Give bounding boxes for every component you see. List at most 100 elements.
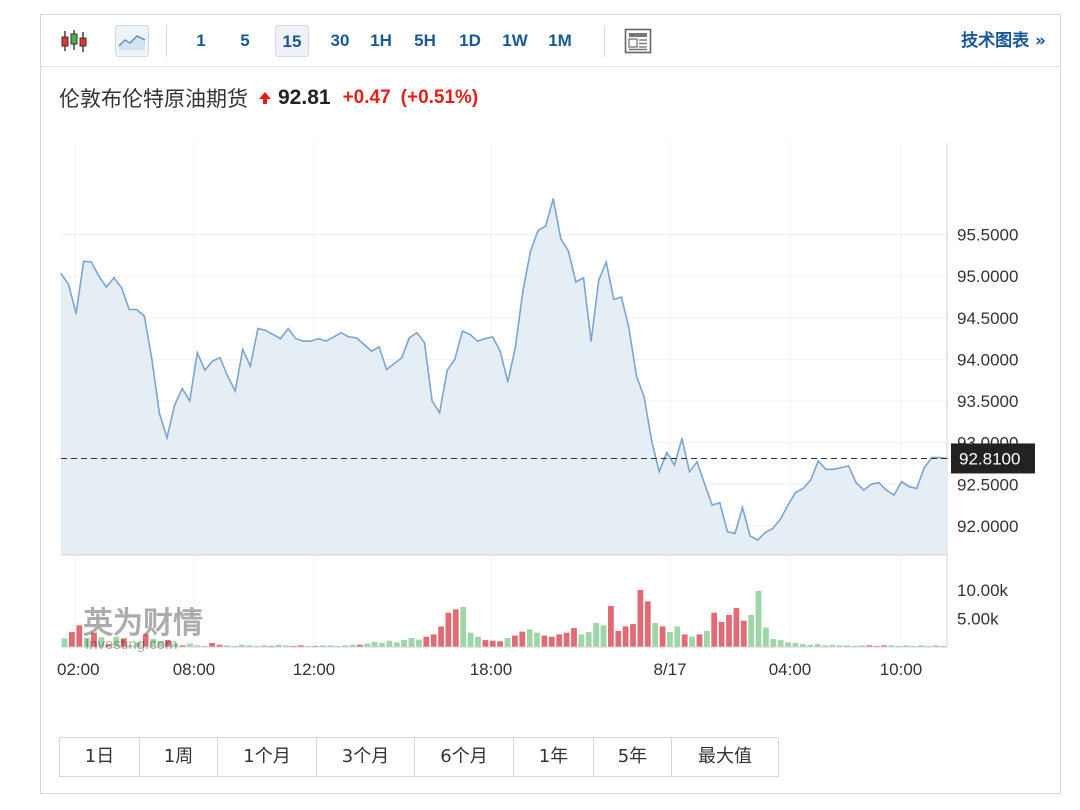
price-point xyxy=(226,375,229,377)
range-button-1[interactable]: 1周 xyxy=(140,738,218,776)
price-chart[interactable]: 95.500095.000094.500094.000093.500093.00… xyxy=(41,15,1060,715)
volume-bar xyxy=(253,645,260,647)
volume-bar xyxy=(600,625,607,647)
price-point xyxy=(673,464,676,466)
volume-bar xyxy=(519,631,526,647)
interval-5h-button[interactable]: 5H xyxy=(414,31,436,50)
volume-tick-label: 5.00k xyxy=(957,609,999,628)
volume-bar xyxy=(489,640,496,647)
volume-bar xyxy=(696,634,703,647)
volume-bar xyxy=(157,641,164,647)
price-point xyxy=(787,504,789,506)
volume-bar xyxy=(393,642,400,647)
price-point xyxy=(355,337,358,339)
price-point xyxy=(794,491,797,494)
range-button-7[interactable]: 最大值 xyxy=(698,746,752,767)
volume-bar xyxy=(386,640,393,647)
volume-bar xyxy=(763,627,769,647)
price-point xyxy=(597,279,600,282)
volume-bar xyxy=(534,632,540,647)
price-point xyxy=(711,504,713,506)
price-point xyxy=(575,281,577,283)
volume-bar xyxy=(548,636,555,647)
last-price-tag xyxy=(951,443,1035,474)
volume-bar xyxy=(785,642,791,647)
price-point xyxy=(264,329,267,332)
volume-bar xyxy=(327,645,334,647)
technical-chart-link[interactable]: 技术图表 » xyxy=(961,31,1046,51)
interval-1w-button[interactable]: 1W xyxy=(502,31,528,50)
price-point xyxy=(325,340,327,342)
volume-bar xyxy=(83,637,90,647)
volume-bar xyxy=(829,644,836,647)
volume-bar xyxy=(349,644,356,647)
price-point xyxy=(537,229,539,232)
instrument-name: 伦敦布伦特原油期货 xyxy=(59,87,248,111)
volume-bar xyxy=(622,626,629,647)
x-axis-tick-label: 12:00 xyxy=(293,660,336,679)
interval-1d-button[interactable]: 1D xyxy=(459,31,481,50)
price-point xyxy=(666,451,668,454)
interval-30-button[interactable]: 30 xyxy=(330,31,350,50)
volume-bar xyxy=(430,634,437,647)
price-point xyxy=(82,260,85,262)
interval-15-button[interactable]: 15 xyxy=(275,25,309,57)
volume-bar xyxy=(822,645,828,647)
volume-bar xyxy=(859,645,865,647)
volume-bar xyxy=(733,608,740,647)
price-point xyxy=(847,465,850,467)
volume-bar xyxy=(504,637,511,647)
price-point xyxy=(385,368,388,371)
range-button-3[interactable]: 3个月 xyxy=(317,738,415,776)
y-axis-tick-label: 92.0000 xyxy=(957,517,1018,536)
price-point xyxy=(158,412,161,415)
price-point xyxy=(522,290,524,293)
volume-bar xyxy=(246,645,252,647)
volume-bar xyxy=(888,645,895,647)
range-button-5[interactable]: 1年 xyxy=(514,738,594,776)
chart-toolbar: 1 5 15 30 1H 5H 1D 1W 1M 技术图表 » xyxy=(41,15,1060,67)
news-toggle-button[interactable] xyxy=(621,25,655,57)
volume-bar xyxy=(179,645,186,647)
volume-bar xyxy=(165,640,171,647)
price-point xyxy=(560,237,562,240)
price-change-percent: (+0.51%) xyxy=(400,87,479,108)
price-point xyxy=(332,336,335,338)
range-button-6[interactable]: 5年 xyxy=(594,738,672,776)
candlestick-chart-button[interactable] xyxy=(57,25,91,57)
volume-bar xyxy=(873,645,880,647)
volume-bar xyxy=(408,637,415,647)
y-axis-tick-label: 94.0000 xyxy=(957,350,1018,369)
chart-widget: 1 5 15 30 1H 5H 1D 1W 1M 技术图表 » 伦敦布伦特原油期货 92.81 … xyxy=(40,14,1061,794)
y-axis-tick-label: 92.5000 xyxy=(957,475,1018,494)
price-point xyxy=(408,337,411,339)
y-axis-tick-label: 93.5000 xyxy=(957,392,1018,411)
interval-1m-button[interactable]: 1M xyxy=(548,31,572,50)
price-point xyxy=(878,481,880,484)
volume-bar xyxy=(807,644,814,647)
volume-bar xyxy=(61,638,68,647)
interval-5-button[interactable]: 5 xyxy=(240,31,250,50)
price-point xyxy=(900,481,903,483)
x-axis-tick-label: 10:00 xyxy=(880,660,923,679)
volume-bar xyxy=(585,632,592,647)
interval-1h-button[interactable]: 1H xyxy=(370,31,392,50)
interval-1-button[interactable]: 1 xyxy=(196,31,206,50)
candlestick-icon xyxy=(61,30,87,52)
price-point xyxy=(809,479,812,481)
price-point xyxy=(287,327,289,330)
volume-bar xyxy=(910,645,917,647)
volume-bar xyxy=(844,645,850,647)
range-button-0[interactable]: 1日 xyxy=(60,738,140,776)
toolbar-divider xyxy=(604,25,605,57)
volume-bar xyxy=(135,642,142,647)
price-point xyxy=(249,365,252,367)
volume-bar xyxy=(91,632,97,647)
line-chart-button[interactable] xyxy=(115,25,149,57)
volume-bar xyxy=(150,639,156,647)
range-button-2[interactable]: 1个月 xyxy=(218,738,317,776)
volume-bar xyxy=(342,645,348,647)
range-button-4[interactable]: 6个月 xyxy=(415,738,514,776)
price-point xyxy=(363,343,365,346)
price-point xyxy=(552,198,554,200)
